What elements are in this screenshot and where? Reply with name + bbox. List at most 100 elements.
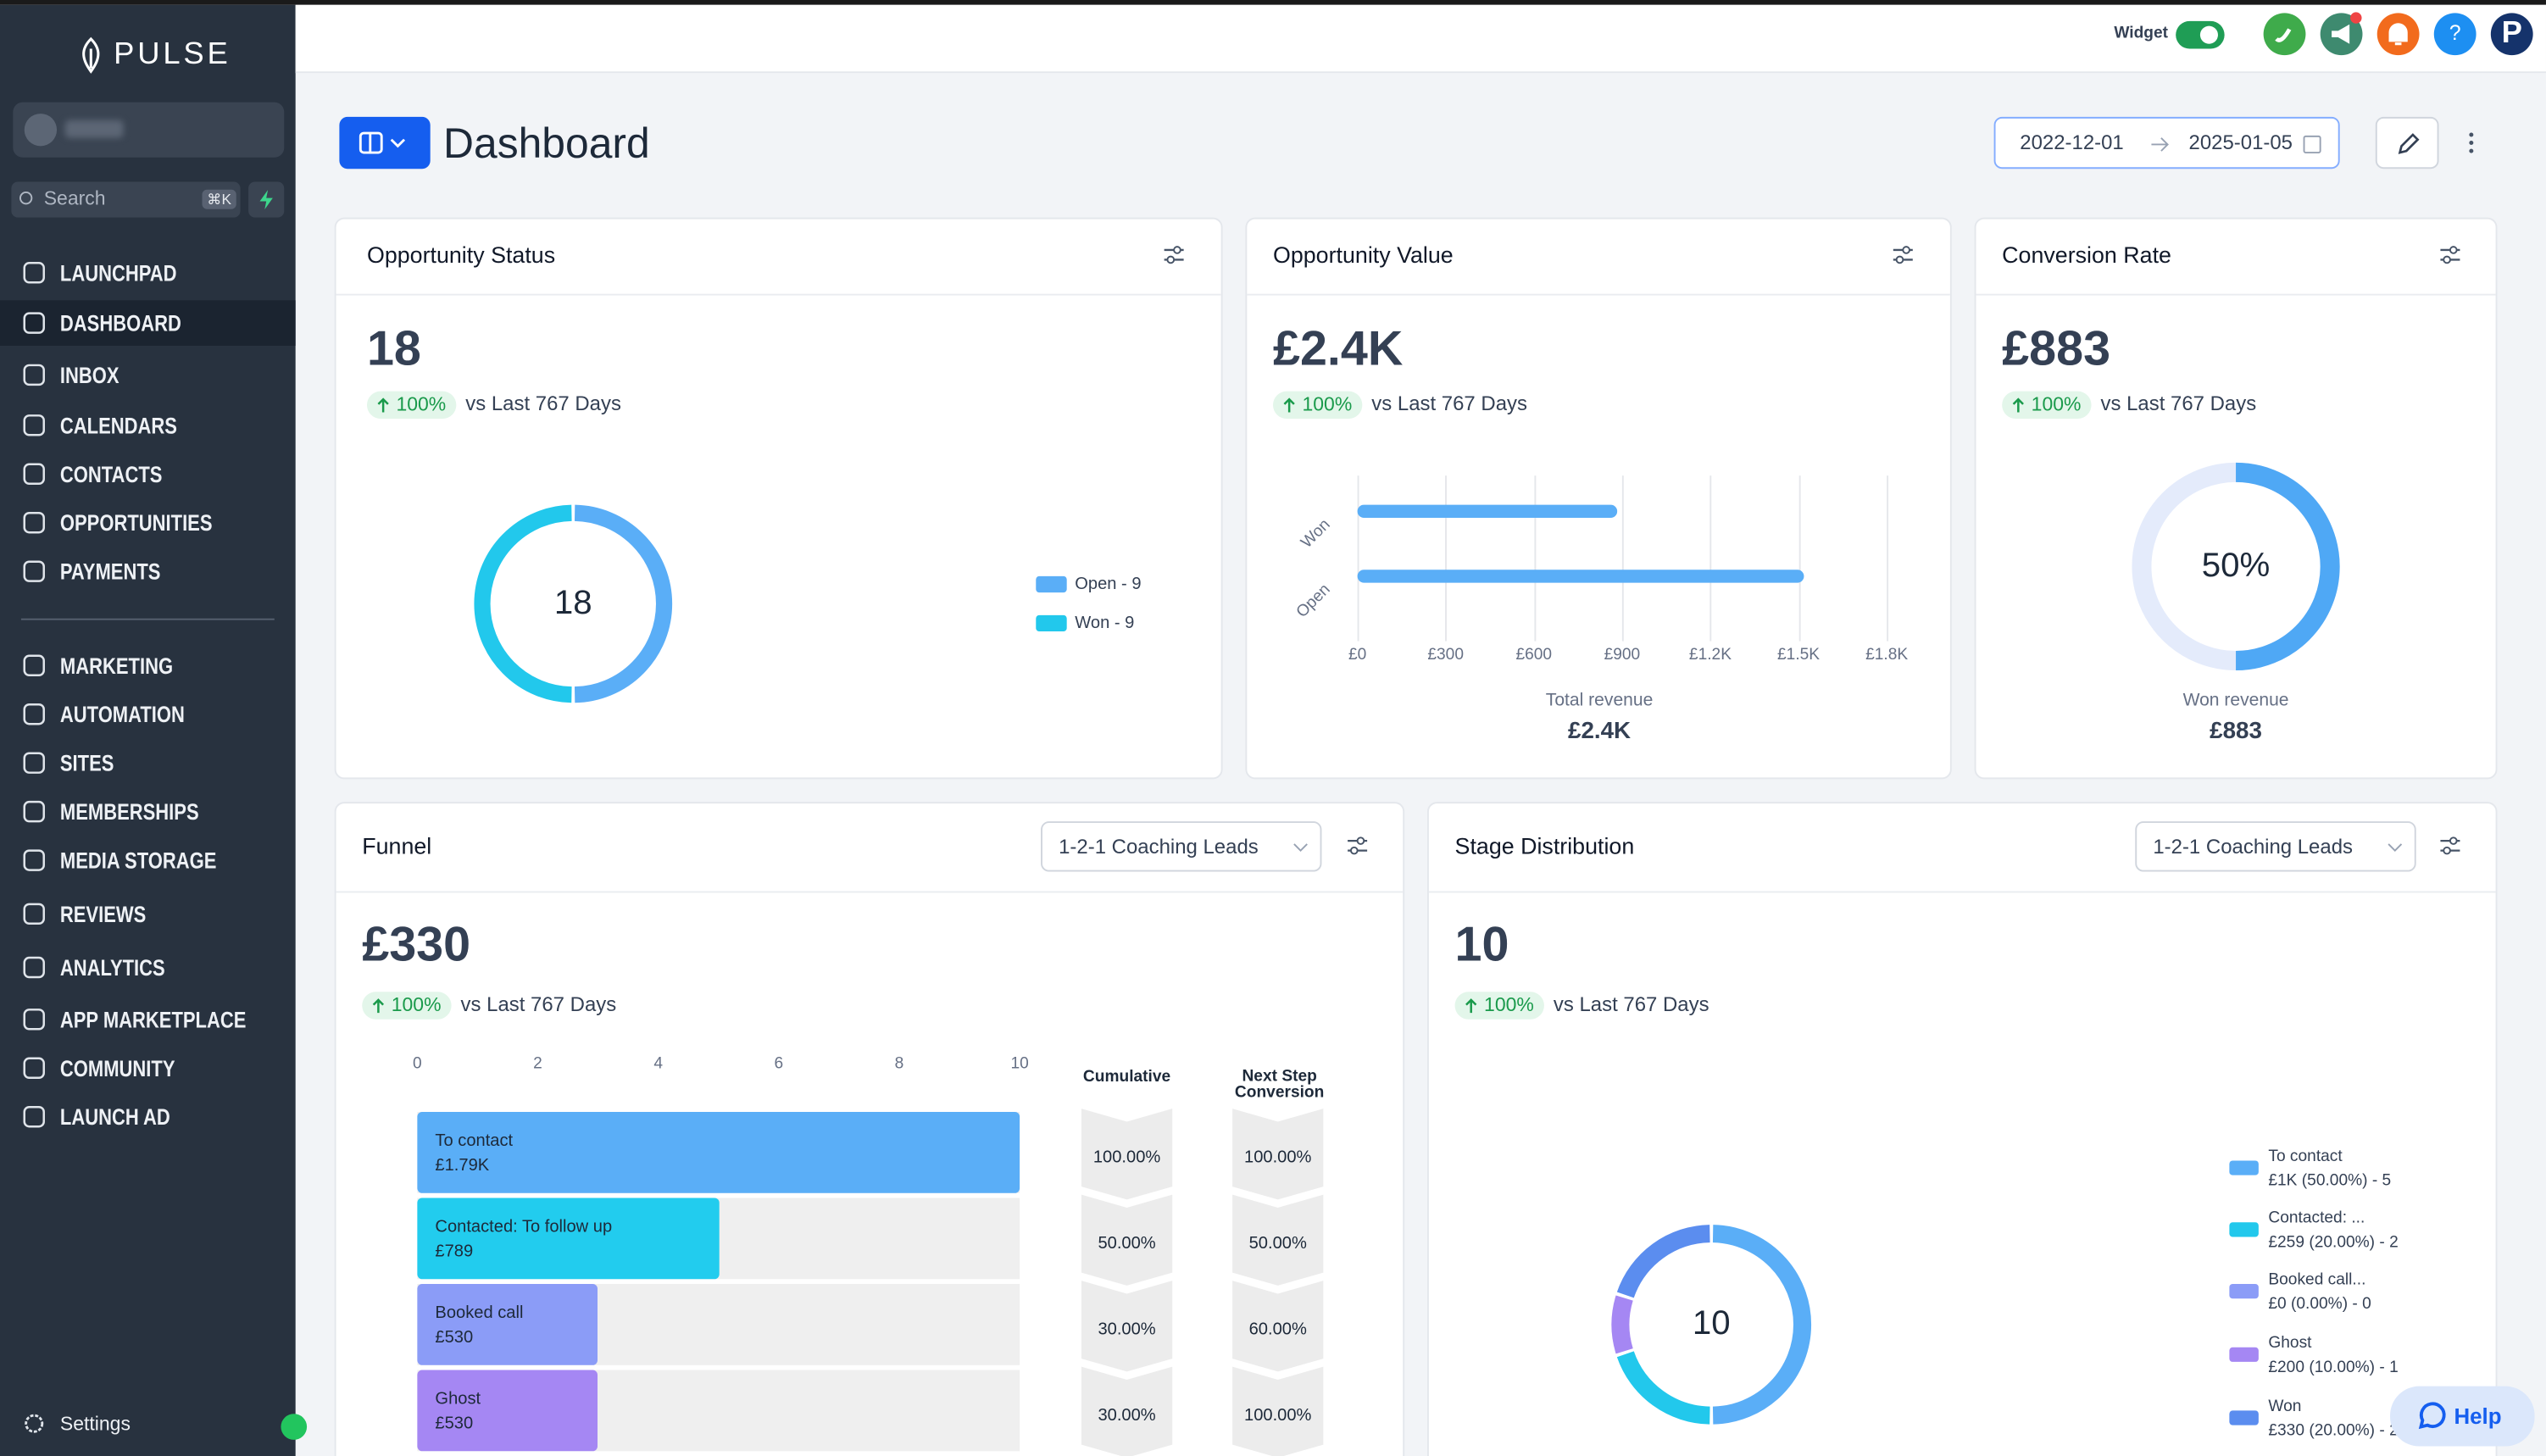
kpi-value: £883 bbox=[2002, 322, 2111, 376]
phone-icon bbox=[2275, 28, 2292, 42]
filter-button[interactable] bbox=[2439, 836, 2462, 855]
change-badge: 100% bbox=[1272, 390, 1362, 419]
nav-icon bbox=[23, 262, 45, 284]
nav-item[interactable]: OPPORTUNITIES bbox=[59, 509, 213, 536]
arrow-glyph bbox=[372, 998, 385, 1013]
nav-item[interactable]: DASHBOARD bbox=[59, 309, 181, 336]
quick-action[interactable] bbox=[248, 181, 285, 218]
notification-dot bbox=[2350, 12, 2362, 24]
nav-item[interactable]: REVIEWS bbox=[59, 900, 147, 927]
bar bbox=[417, 1111, 1020, 1193]
filter-knob bbox=[1349, 846, 1359, 855]
chevron-shape bbox=[1232, 1281, 1324, 1372]
nav-item[interactable]: COMMUNITY bbox=[59, 1054, 175, 1081]
chevron-cell bbox=[1081, 1194, 1173, 1286]
bolt-icon bbox=[259, 190, 273, 210]
avatar-initial: P bbox=[2501, 16, 2522, 51]
nav-item[interactable]: APP MARKETPLACE bbox=[59, 1006, 247, 1033]
axis-total: £2.4K bbox=[1567, 718, 1632, 745]
chevron-cell bbox=[1232, 1366, 1324, 1456]
nav-item[interactable]: MEDIA STORAGE bbox=[59, 847, 217, 874]
bar bbox=[1357, 570, 1804, 583]
donut-segment bbox=[574, 504, 673, 703]
search-placeholder: Search bbox=[43, 186, 106, 210]
chevron-cell bbox=[1232, 1109, 1324, 1200]
card-divider bbox=[1428, 891, 2496, 893]
conversion-value: 30.00% bbox=[1098, 1405, 1156, 1425]
bar-amount: £530 bbox=[435, 1414, 474, 1434]
nav-item[interactable]: LAUNCHPAD bbox=[59, 259, 177, 286]
conversion-value: 100.00% bbox=[1092, 1148, 1161, 1168]
nav-item[interactable]: INBOX bbox=[59, 362, 120, 388]
legend-label: Won bbox=[2268, 1398, 2302, 1416]
filter-button[interactable] bbox=[2439, 245, 2462, 264]
dashboard-switcher[interactable] bbox=[339, 116, 431, 169]
help-center-button[interactable] bbox=[2433, 13, 2477, 56]
filter-button[interactable] bbox=[1892, 245, 1915, 264]
chevron-cell bbox=[1232, 1194, 1324, 1286]
filter-knob bbox=[1895, 255, 1904, 264]
nav-item[interactable]: MEMBERSHIPS bbox=[59, 798, 199, 825]
donut-segment bbox=[1616, 1225, 1710, 1298]
ring-caption: Won revenue bbox=[2182, 691, 2289, 711]
nav-item[interactable]: SITES bbox=[59, 749, 114, 776]
stage-pipeline-select[interactable] bbox=[2135, 821, 2416, 872]
nav-item[interactable]: AUTOMATION bbox=[59, 701, 185, 727]
filter-knob bbox=[1173, 246, 1181, 254]
avatar[interactable] bbox=[2490, 13, 2533, 56]
account-switcher[interactable] bbox=[13, 102, 285, 158]
legend-detail: £330 (20.00%) - 2 bbox=[2268, 1422, 2399, 1441]
donut-segment bbox=[474, 504, 572, 703]
edit-button[interactable] bbox=[2375, 116, 2439, 169]
funnel-pipeline-select[interactable] bbox=[1041, 821, 1322, 872]
x-tick-label: £1.8K bbox=[1865, 646, 1909, 664]
nav-item[interactable]: CALENDARS bbox=[59, 412, 177, 439]
nav-icon bbox=[23, 1057, 45, 1080]
card-divider bbox=[336, 293, 1221, 296]
sidebar-separator bbox=[20, 618, 275, 620]
nav-item[interactable]: CONTACTS bbox=[59, 460, 163, 487]
grid-line bbox=[1798, 475, 1800, 642]
change-value: 100% bbox=[2031, 392, 2082, 415]
bar-label: Booked call bbox=[435, 1303, 524, 1323]
nav-icon bbox=[23, 414, 45, 436]
conversion-value: 100.00% bbox=[1244, 1148, 1312, 1168]
nav-icon bbox=[23, 800, 45, 823]
chevron-shape bbox=[1081, 1366, 1173, 1456]
collapse-toggle[interactable] bbox=[281, 1414, 308, 1440]
filter-knob bbox=[1902, 246, 1910, 254]
nav-item[interactable]: ANALYTICS bbox=[59, 954, 165, 981]
legend-label: Ghost bbox=[2268, 1334, 2312, 1353]
bar-amount: £530 bbox=[435, 1327, 474, 1348]
chevron-cell bbox=[1081, 1281, 1173, 1372]
legend-swatch bbox=[1036, 614, 1067, 632]
help-button[interactable]: Help bbox=[2390, 1386, 2535, 1447]
chevron-icon bbox=[1293, 843, 1308, 852]
comparison-text: vs Last 767 Days bbox=[460, 992, 617, 1016]
settings-link[interactable]: Settings bbox=[59, 1412, 131, 1436]
comparison-text: vs Last 767 Days bbox=[2100, 392, 2257, 415]
chevron-shape bbox=[1232, 1109, 1324, 1200]
filter-value: 1-2-1 Coaching Leads bbox=[2153, 836, 2353, 859]
nav-icon bbox=[23, 364, 45, 386]
kpi-value: £330 bbox=[362, 918, 471, 972]
nav-item[interactable]: PAYMENTS bbox=[59, 558, 161, 585]
filter-knob bbox=[2443, 255, 2451, 264]
conversion-value: 100.00% bbox=[1244, 1405, 1312, 1425]
filter-button[interactable] bbox=[1163, 245, 1186, 264]
logo-shape bbox=[82, 36, 100, 74]
widget-toggle[interactable] bbox=[2176, 20, 2225, 49]
donut-chart bbox=[1611, 1225, 1811, 1425]
column-header: Next Step Conversion bbox=[1234, 1068, 1325, 1103]
nav-item[interactable]: MARKETING bbox=[59, 652, 174, 679]
x-tick-label: 6 bbox=[774, 1055, 784, 1074]
nav-icon bbox=[23, 1009, 45, 1031]
more-button[interactable] bbox=[2465, 130, 2477, 156]
nav-active-bg bbox=[0, 300, 296, 346]
chevron-icon bbox=[2388, 843, 2403, 852]
filter-button[interactable] bbox=[1346, 836, 1369, 855]
date-range-picker[interactable] bbox=[1993, 116, 2340, 169]
grid-line bbox=[1445, 475, 1448, 642]
nav-icon-shape bbox=[23, 511, 45, 534]
nav-item[interactable]: LAUNCH AD bbox=[59, 1103, 170, 1130]
